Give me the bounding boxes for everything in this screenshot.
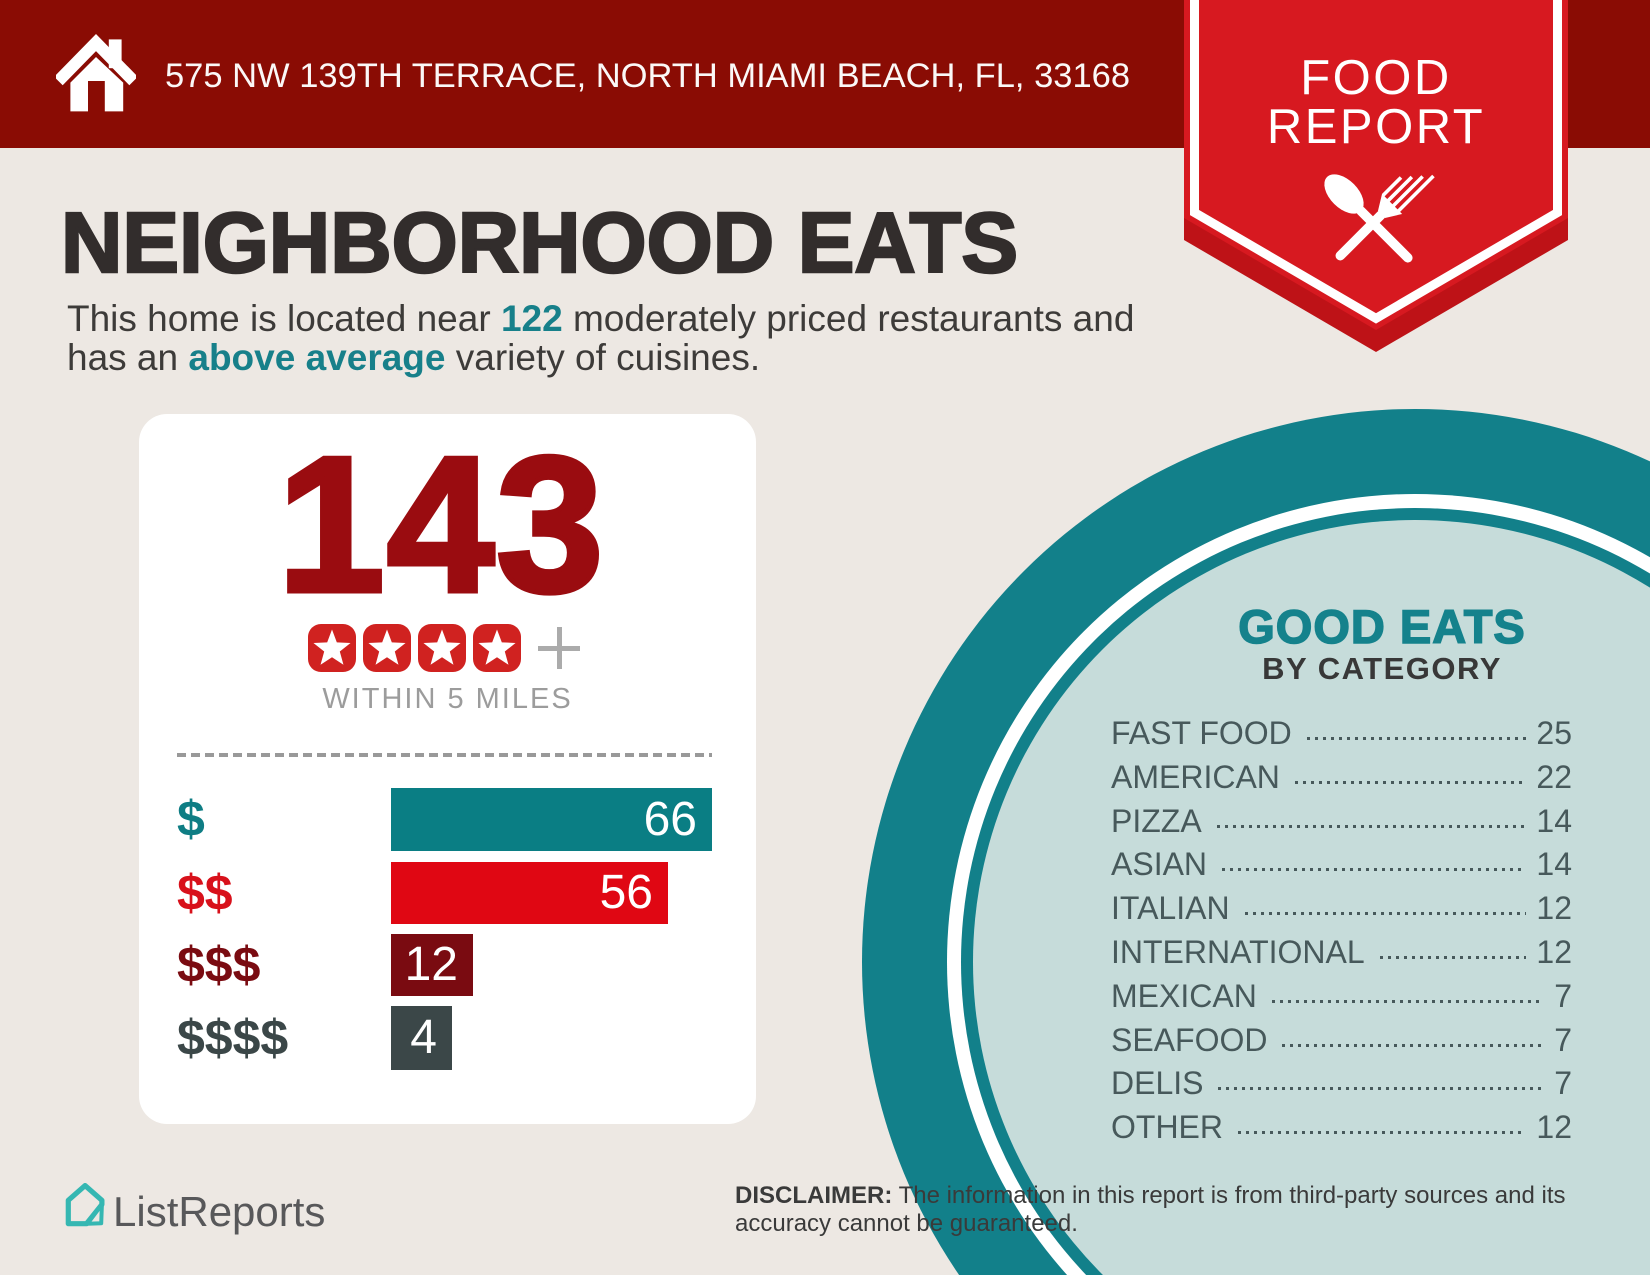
svg-text:REPORT: REPORT bbox=[1267, 100, 1485, 154]
svg-text:FOOD: FOOD bbox=[1300, 51, 1452, 105]
